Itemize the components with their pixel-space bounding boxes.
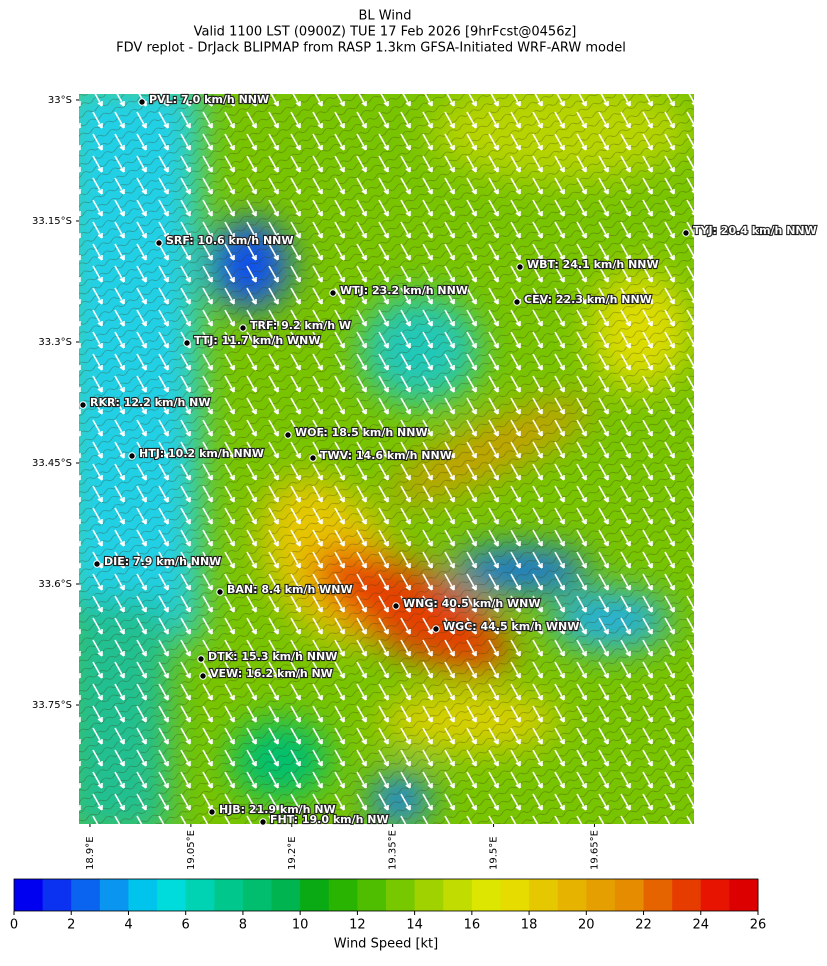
- station-label: TYJ: 20.4 km/h NNW: [693, 224, 817, 237]
- y-tick-label: 33.6°S: [38, 579, 72, 590]
- colorbar-tick-label: 12: [349, 918, 366, 933]
- station-dot: [284, 431, 292, 439]
- station-label: HTJ: 10.2 km/h NNW: [139, 447, 264, 460]
- station-label: RKR: 12.2 km/h NW: [90, 396, 210, 409]
- colorbar-label: Wind Speed [kt]: [334, 937, 438, 952]
- station-label: CEV: 22.3 km/h NNW: [524, 293, 652, 306]
- colorbar-tick-label: 24: [692, 918, 709, 933]
- x-tick-label: 19.65°E: [589, 830, 600, 870]
- y-tick-label: 33°S: [48, 95, 72, 106]
- title: BL Wind: [359, 9, 412, 24]
- colorbar-tick-label: 18: [521, 918, 538, 933]
- station-label: SRF: 10.6 km/h NNW: [166, 234, 294, 247]
- station-label: BAN: 8.4 km/h WNW: [227, 583, 353, 596]
- y-tick-label: 33.15°S: [32, 216, 72, 227]
- colorbar-swatch: [471, 879, 501, 911]
- colorbar-tick-label: 26: [750, 918, 767, 933]
- x-tick-label: 19.35°E: [388, 830, 399, 870]
- colorbar-tick-label: 22: [635, 918, 652, 933]
- colorbar-swatch: [614, 879, 645, 911]
- station-dot: [259, 818, 267, 826]
- station-dot: [199, 672, 207, 680]
- colorbar-frame: [13, 878, 759, 912]
- colorbar-swatch: [386, 879, 416, 911]
- station-dot: [208, 808, 216, 816]
- y-tick-label: 33.3°S: [38, 337, 72, 348]
- station-dot: [513, 298, 521, 306]
- colorbar-tick-label: 20: [578, 918, 595, 933]
- colorbar-swatch: [357, 879, 387, 911]
- colorbar-swatch: [414, 879, 444, 911]
- station-label: TWV: 14.6 km/h NNW: [320, 449, 452, 462]
- colorbar-tick-label: 10: [292, 918, 309, 933]
- station-label: HJB: 21.9 km/h NW: [219, 803, 336, 816]
- colorbar-swatch: [42, 879, 72, 911]
- colorbar-swatch: [214, 879, 244, 911]
- colorbar-swatch: [300, 879, 330, 911]
- wind-field: [79, 94, 694, 824]
- colorbar-swatch: [729, 879, 759, 911]
- station-dot: [79, 401, 87, 409]
- station-label: TRF: 9.2 km/h W: [250, 319, 351, 332]
- colorbar-swatch: [557, 879, 587, 911]
- station-dot: [93, 560, 101, 568]
- colorbar-tick-label: 14: [406, 918, 423, 933]
- colorbar-swatch: [586, 879, 616, 911]
- station-label: FHT: 19.0 km/h NW: [270, 813, 389, 826]
- colorbar-swatch: [328, 879, 358, 911]
- colorbar-tick-label: 16: [464, 918, 481, 933]
- station-dot: [216, 588, 224, 596]
- station-label: PVL: 7.0 km/h NNW: [149, 93, 269, 106]
- station-label: WBT: 24.1 km/h NNW: [527, 258, 659, 271]
- x-tick-label: 19.5°E: [489, 836, 500, 870]
- station-dot: [432, 625, 440, 633]
- colorbar-swatch: [157, 879, 187, 911]
- colorbar-swatch: [529, 879, 559, 911]
- station-label: WTJ: 23.2 km/h NNW: [340, 284, 468, 297]
- source: FDV replot - DrJack BLIPMAP from RASP 1.…: [116, 41, 626, 56]
- colorbar-swatch: [14, 879, 44, 911]
- y-tick-label: 33.45°S: [32, 458, 72, 469]
- station-dot: [183, 339, 191, 347]
- colorbar-tick-label: 0: [10, 918, 18, 933]
- y-tick-label: 33.75°S: [32, 700, 72, 711]
- station-dot: [309, 454, 317, 462]
- station-dot: [239, 324, 247, 332]
- colorbar-tick-label: 4: [124, 918, 132, 933]
- x-tick-label: 19.2°E: [287, 836, 298, 870]
- colorbar-swatch: [443, 879, 473, 911]
- station-dot: [128, 452, 136, 460]
- colorbar-swatch: [128, 879, 158, 911]
- station-label: TTJ: 11.7 km/h WNW: [194, 334, 320, 347]
- station-label: DTK: 15.3 km/h NNW: [208, 650, 337, 663]
- colorbar-tick-label: 6: [182, 918, 190, 933]
- colorbar-swatch: [271, 879, 301, 911]
- station-dot: [516, 263, 524, 271]
- x-tick-label: 19.05°E: [186, 830, 197, 870]
- colorbar-swatch: [242, 879, 273, 911]
- colorbar-tick-label: 8: [239, 918, 247, 933]
- colorbar-tick-label: 2: [67, 918, 75, 933]
- station-label: VEW: 16.2 km/h NW: [210, 667, 333, 680]
- colorbar-swatch: [99, 879, 129, 911]
- station-label: DIE: 7.9 km/h NNW: [104, 555, 221, 568]
- colorbar-swatch: [185, 879, 215, 911]
- station-label: WOF: 18.5 km/h NNW: [295, 426, 428, 439]
- colorbar-swatch: [643, 879, 673, 911]
- station-dot: [392, 602, 400, 610]
- colorbar-swatch: [71, 879, 101, 911]
- station-dot: [682, 229, 690, 237]
- station-dot: [138, 98, 146, 106]
- x-tick-label: 18.9°E: [85, 836, 96, 870]
- colorbar-swatch: [672, 879, 702, 911]
- station-dot: [329, 289, 337, 297]
- station-label: WNG: 40.5 km/h WNW: [403, 597, 541, 610]
- colorbar-swatch: [500, 879, 530, 911]
- colorbar-swatch: [700, 879, 730, 911]
- subtitle: Valid 1100 LST (0900Z) TUE 17 Feb 2026 […: [194, 25, 577, 40]
- station-dot: [197, 655, 205, 663]
- station-label: WGC: 44.5 km/h WNW: [443, 620, 579, 633]
- station-dot: [155, 239, 163, 247]
